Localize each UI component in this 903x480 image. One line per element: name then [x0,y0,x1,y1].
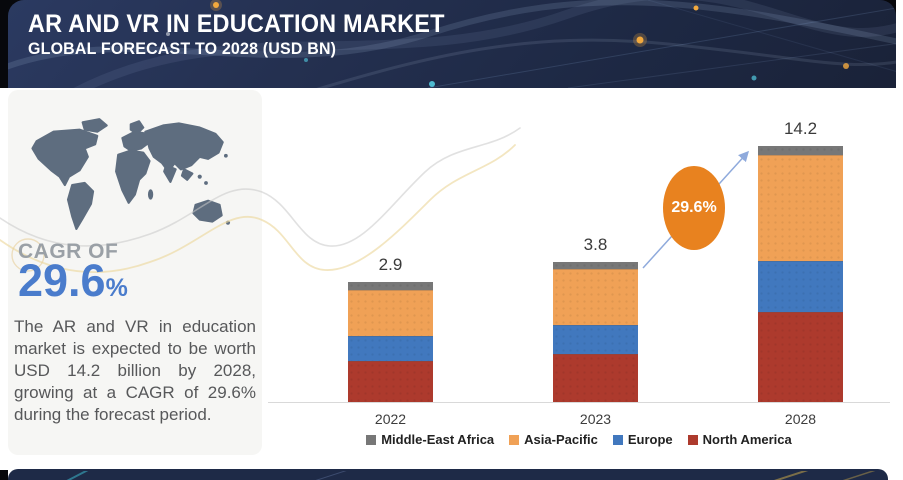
legend-label-middle-east-africa: Middle-East Africa [381,432,495,447]
segment-europe-2022 [348,335,433,361]
market-description: The AR and VR in education market is exp… [14,317,256,424]
cagr-number: 29.6 [18,255,106,306]
legend-label-europe: Europe [627,432,673,447]
legend-swatch-north-america [687,434,698,445]
x-axis-line [268,402,890,403]
bottom-bar-decoration [66,469,877,480]
summary-panel: CAGR OF 29.6% The AR and VR in education… [8,90,262,455]
segment-asia-pacific-2022 [348,290,433,336]
segment-asia-pacific-2028 [758,155,843,262]
chart-area: Middle-East Africa Asia-Pacific Europe Nort… [262,88,896,468]
cagr-value: 29.6% [18,256,128,306]
legend-item-north-america: North America [687,432,792,447]
legend-swatch-middle-east-africa [366,434,377,445]
x-axis-label-2022: 2022 [374,411,407,427]
legend-item-europe: Europe [612,432,673,447]
network-decoration [8,0,896,88]
segment-europe-2023 [553,324,638,355]
bar-2028 [758,146,843,402]
cagr-percent-sign: % [105,274,128,302]
bar-total-label-2028: 14.2 [783,119,818,138]
bar-2023 [553,262,638,402]
legend-label-asia-pacific: Asia-Pacific [524,432,598,447]
segment-north-america-2023 [553,354,638,402]
segment-middle-east-africa-2023 [553,262,638,270]
segment-middle-east-africa-2022 [348,282,433,291]
x-axis-label-2023: 2023 [579,411,612,427]
bar-total-label-2022: 2.9 [378,255,403,274]
legend-swatch-asia-pacific [509,434,520,445]
segment-europe-2028 [758,261,843,312]
segment-north-america-2028 [758,311,843,402]
segment-middle-east-africa-2028 [758,146,843,155]
legend-item-asia-pacific: Asia-Pacific [509,432,598,447]
bar-2022 [348,282,433,402]
page-title: AR AND VR IN EDUCATION MARKET [28,10,445,38]
bar-total-label-2023: 3.8 [583,235,608,254]
legend: Middle-East Africa Asia-Pacific Europe Nort… [262,432,896,447]
x-axis-label-2028: 2028 [784,411,817,427]
page-subtitle: GLOBAL FORECAST TO 2028 (USD BN) [28,39,337,58]
header: AR AND VR IN EDUCATION MARKET GLOBAL FOR… [8,0,896,88]
bottom-bar-backing [0,470,8,480]
legend-label-north-america: North America [702,432,792,447]
cagr-callout-bubble: 29.6% [663,166,725,250]
legend-swatch-europe [612,434,623,445]
bottom-bar [8,469,888,480]
segment-north-america-2022 [348,360,433,402]
legend-item-middle-east-africa: Middle-East Africa [366,432,494,447]
world-map [31,118,231,230]
segment-asia-pacific-2023 [553,269,638,325]
